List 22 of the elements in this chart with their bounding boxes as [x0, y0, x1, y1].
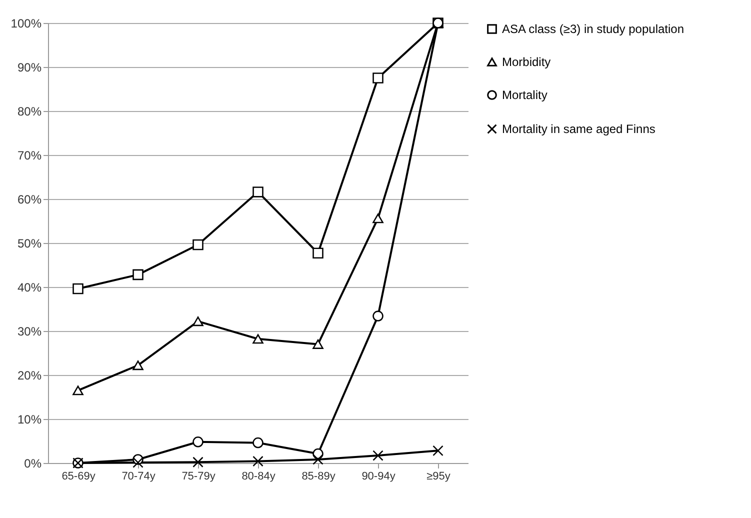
legend-label: ASA class (≥3) in study population — [502, 22, 684, 36]
y-tick-label: 20% — [17, 368, 42, 382]
legend-label: Morbidity — [502, 55, 551, 69]
y-tick-label: 70% — [17, 148, 42, 162]
x-tick-label: 90-94y — [362, 470, 396, 482]
legend-label: Mortality — [502, 88, 548, 102]
y-tick-label: 60% — [17, 192, 42, 206]
y-tick-label: 0% — [24, 456, 42, 470]
x-tick-label: ≥95y — [426, 470, 451, 482]
y-tick-label: 10% — [17, 412, 42, 426]
x-tick-label: 70-74y — [122, 470, 156, 482]
y-tick-label: 40% — [17, 280, 42, 294]
x-tick-label: 80-84y — [242, 470, 276, 482]
x-tick-label: 65-69y — [62, 470, 96, 482]
y-tick-label: 100% — [10, 16, 42, 30]
x-tick-label: 85-89y — [302, 470, 336, 482]
legend-label: Mortality in same aged Finns — [502, 122, 656, 136]
y-tick-label: 80% — [17, 104, 42, 118]
y-tick-label: 30% — [17, 324, 42, 338]
y-tick-label: 90% — [17, 60, 42, 74]
x-tick-label: 75-79y — [182, 470, 216, 482]
y-tick-label: 50% — [17, 236, 42, 250]
